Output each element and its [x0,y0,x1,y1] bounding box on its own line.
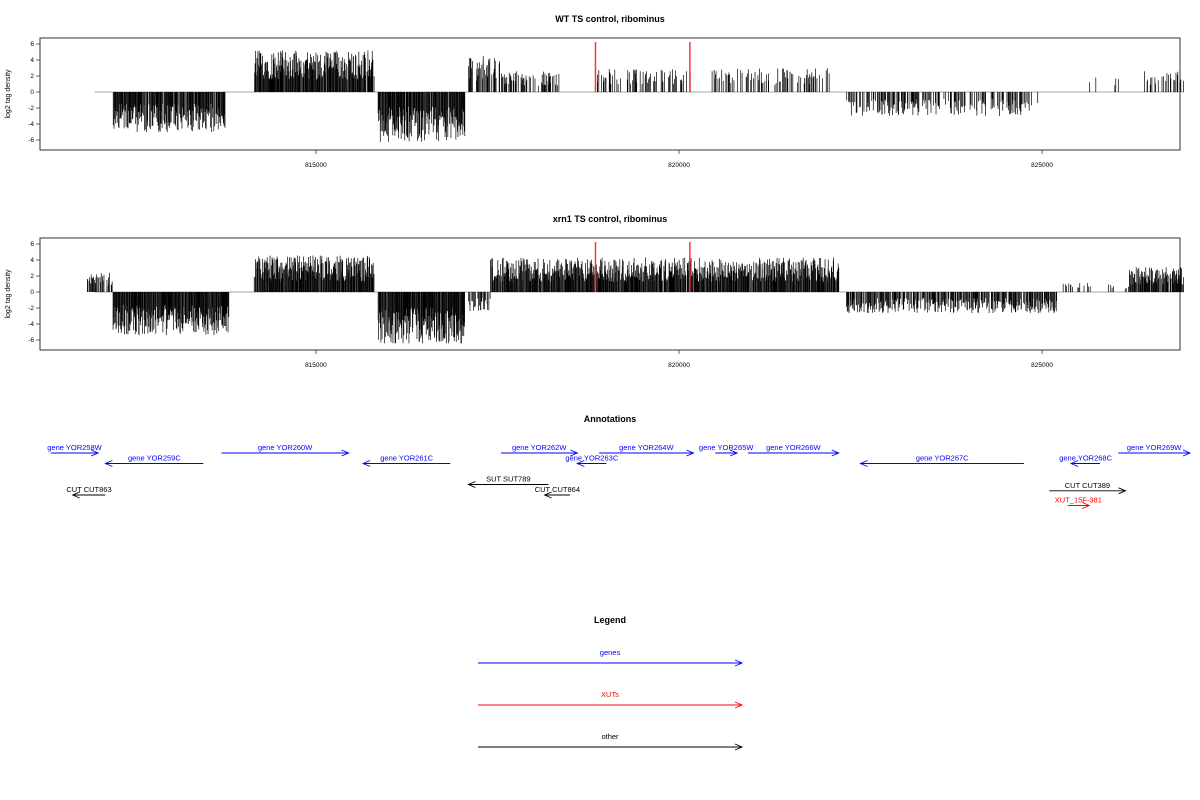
legend-arrowhead [734,743,744,751]
plot-frame [39,37,1181,151]
feature-arrowhead [467,481,476,488]
feature-label: gene YOR259C [128,454,181,463]
y-tick-label: 2 [30,73,34,80]
y-tick-label: -2 [28,305,34,312]
feature-label: gene YOR261C [380,454,433,463]
y-tick-label: -6 [28,337,34,344]
feature-label: gene YOR265W [699,443,754,452]
feature-arrowhead [361,460,371,467]
annotations-track: Annotations gene YOR258W gene YOR259C gene … [47,414,1192,509]
annotation-feature: gene YOR265W [699,443,754,457]
legend: Legend genes XUTs other [478,615,744,751]
legend-item: XUTs [478,690,744,709]
y-axis-label: log2 tag density [5,69,12,119]
legend-item: other [478,732,744,751]
annotation-feature: CUT CUT863 [66,485,112,499]
annotations-title: Annotations [584,414,637,424]
feature-arrowhead [576,460,585,467]
legend-arrowhead [734,659,744,667]
annotation-feature: gene YOR268C [1059,454,1113,467]
y-axis-label: log2 tag density [5,269,12,319]
feature-label: CUT CUT389 [1065,481,1110,490]
y-tick-label: 2 [30,273,34,280]
annotation-feature: gene YOR264W [599,443,695,457]
y-tick-label: 4 [30,257,34,264]
annotation-feature: XUT_15F-381 [1055,496,1102,509]
y-tick-label: 0 [30,89,34,96]
annotation-feature: gene YOR259C [104,454,204,467]
feature-label: XUT_15F-381 [1055,496,1102,505]
annotation-feature: gene YOR260W [221,443,350,457]
annotation-feature: gene YOR261C [361,454,451,467]
feature-label: gene YOR268C [1059,454,1112,463]
annotation-feature: gene YOR262W [501,443,579,457]
y-tick-label: -2 [28,105,34,112]
annotation-feature: SUT SUT789 [467,475,549,488]
y-tick-label: 6 [30,241,34,248]
feature-arrowhead [341,449,350,457]
y-tick-label: 0 [30,289,34,296]
x-tick-label: 815000 [305,362,327,369]
feature-arrowhead [729,449,739,457]
feature-arrowhead [543,491,552,499]
feature-label: gene YOR258W [47,443,102,452]
feature-arrowhead [859,460,868,467]
x-tick-label: 820000 [668,362,690,369]
feature-arrowhead [1082,502,1091,509]
y-tick-label: -4 [28,321,34,328]
annotation-feature: gene YOR269W [1118,443,1192,457]
feature-arrowhead [1069,460,1079,467]
y-tick-label: -4 [28,121,34,128]
feature-arrowhead [570,449,579,457]
y-tick-label: 6 [30,41,34,48]
feature-label: gene YOR266W [766,443,821,452]
feature-arrowhead [104,460,113,467]
feature-arrowhead [90,449,100,457]
plot-frame [39,237,1181,351]
feature-label: gene YOR269W [1127,443,1182,452]
feature-arrowhead [831,449,840,457]
x-tick-label: 825000 [1031,362,1053,369]
x-tick-label: 815000 [305,162,327,169]
annotation-feature: CUT CUT864 [535,485,580,499]
legend-item: genes [478,648,744,667]
feature-label: SUT SUT789 [486,475,530,484]
feature-label: gene YOR262W [512,443,567,452]
legend-label: other [601,732,619,741]
feature-arrowhead [1182,449,1192,457]
legend-title: Legend [594,615,626,625]
feature-arrowhead [71,491,80,499]
feature-arrowhead [686,449,695,457]
legend-arrowhead [734,701,744,709]
annotation-feature: gene YOR266W [747,443,840,457]
feature-label: CUT CUT864 [535,485,580,494]
wt-track-plot: WT TS control, ribominus -6 -4 -2 0 2 4 6 log2 t… [5,14,1184,169]
legend-label: XUTs [601,690,619,699]
plot-title: xrn1 TS control, ribominus [553,214,668,224]
legend-label: genes [600,648,621,657]
annotation-feature: CUT CUT389 [1049,481,1127,495]
feature-label: CUT CUT863 [66,485,111,494]
feature-label: gene YOR264W [619,443,674,452]
annotation-feature: gene YOR267C [859,454,1024,467]
plot-title: WT TS control, ribominus [555,14,665,24]
x-tick-label: 825000 [1031,162,1053,169]
xrn1-track-plot: xrn1 TS control, ribominus -6 -4 -2 0 2 4 6 log2… [5,214,1184,369]
feature-arrowhead [1118,487,1127,495]
annotation-feature: gene YOR258W [47,443,103,457]
feature-label: gene YOR267C [916,454,969,463]
feature-label: gene YOR263C [565,454,618,463]
annotation-feature: gene YOR263C [565,454,619,467]
feature-label: gene YOR260W [258,443,313,452]
y-tick-label: 4 [30,57,34,64]
x-tick-label: 820000 [668,162,690,169]
y-tick-label: -6 [28,137,34,144]
